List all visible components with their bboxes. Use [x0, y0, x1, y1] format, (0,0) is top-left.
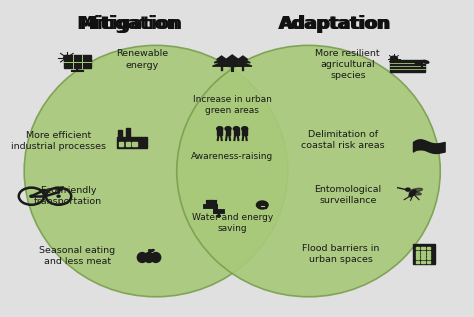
Ellipse shape	[409, 190, 416, 197]
Bar	[117, 137, 146, 148]
Text: Mitigation: Mitigation	[79, 15, 182, 33]
Polygon shape	[220, 61, 244, 66]
Circle shape	[225, 127, 231, 131]
Polygon shape	[223, 58, 242, 63]
Text: Adaptation: Adaptation	[280, 16, 392, 33]
Circle shape	[242, 127, 248, 131]
Bar	[413, 244, 435, 264]
Bar	[416, 257, 419, 259]
Bar	[416, 261, 419, 263]
Circle shape	[30, 195, 33, 197]
Ellipse shape	[150, 249, 154, 252]
Circle shape	[57, 195, 60, 197]
Bar	[132, 142, 137, 146]
Bar	[119, 142, 123, 146]
Bar	[416, 251, 419, 253]
Bar	[427, 247, 430, 249]
Ellipse shape	[151, 253, 161, 262]
Text: More resilient
agricultural
species: More resilient agricultural species	[316, 49, 380, 80]
Ellipse shape	[415, 62, 422, 65]
Bar	[416, 247, 419, 249]
Polygon shape	[214, 59, 229, 63]
Ellipse shape	[177, 45, 440, 297]
Bar	[118, 130, 122, 137]
Polygon shape	[236, 59, 250, 63]
Text: Mitigation: Mitigation	[77, 16, 180, 33]
Bar	[126, 128, 130, 137]
Bar	[416, 254, 419, 256]
Ellipse shape	[410, 188, 422, 192]
Ellipse shape	[24, 45, 288, 297]
Bar	[421, 254, 425, 256]
Bar	[226, 129, 230, 135]
Bar	[234, 129, 239, 135]
Bar	[259, 205, 266, 206]
Bar	[64, 55, 91, 68]
Text: Delimitation of
coastal risk areas: Delimitation of coastal risk areas	[301, 130, 385, 150]
Bar	[421, 247, 425, 249]
Bar	[259, 207, 266, 208]
Text: More efficient
industrial processes: More efficient industrial processes	[11, 131, 106, 151]
Polygon shape	[212, 63, 231, 66]
Bar	[421, 257, 425, 259]
Text: Flood barriers in
urban spaces: Flood barriers in urban spaces	[302, 244, 380, 264]
Circle shape	[217, 127, 223, 131]
Circle shape	[406, 188, 410, 191]
Ellipse shape	[422, 61, 429, 63]
Polygon shape	[217, 56, 227, 60]
Circle shape	[256, 201, 268, 209]
Ellipse shape	[137, 253, 147, 262]
Bar	[421, 251, 425, 253]
Bar	[427, 257, 430, 259]
Circle shape	[217, 215, 220, 217]
Text: Seasonal eating
and less meat: Seasonal eating and less meat	[39, 246, 115, 266]
Text: Adaptation: Adaptation	[278, 15, 390, 33]
Circle shape	[233, 127, 239, 131]
Ellipse shape	[410, 192, 421, 195]
Text: Increase in urban
green areas: Increase in urban green areas	[193, 95, 272, 115]
Polygon shape	[226, 55, 238, 60]
Text: Eco-friendly
transportation: Eco-friendly transportation	[34, 186, 102, 206]
Bar	[427, 251, 430, 253]
Circle shape	[391, 56, 397, 61]
Bar	[242, 129, 247, 135]
Circle shape	[64, 55, 70, 60]
Bar	[427, 254, 430, 256]
Bar	[427, 261, 430, 263]
Polygon shape	[238, 56, 248, 60]
Bar	[126, 142, 130, 146]
Text: Renewable
energy: Renewable energy	[116, 49, 168, 69]
Text: Entomological
surveillance: Entomological surveillance	[314, 184, 382, 205]
Text: Awareness-raising: Awareness-raising	[191, 152, 273, 161]
Text: Water and energy
saving: Water and energy saving	[191, 213, 273, 233]
Bar	[259, 206, 266, 207]
Bar	[218, 129, 222, 135]
Ellipse shape	[144, 253, 154, 262]
Polygon shape	[234, 63, 252, 66]
Bar	[421, 261, 425, 263]
Bar	[390, 60, 425, 72]
